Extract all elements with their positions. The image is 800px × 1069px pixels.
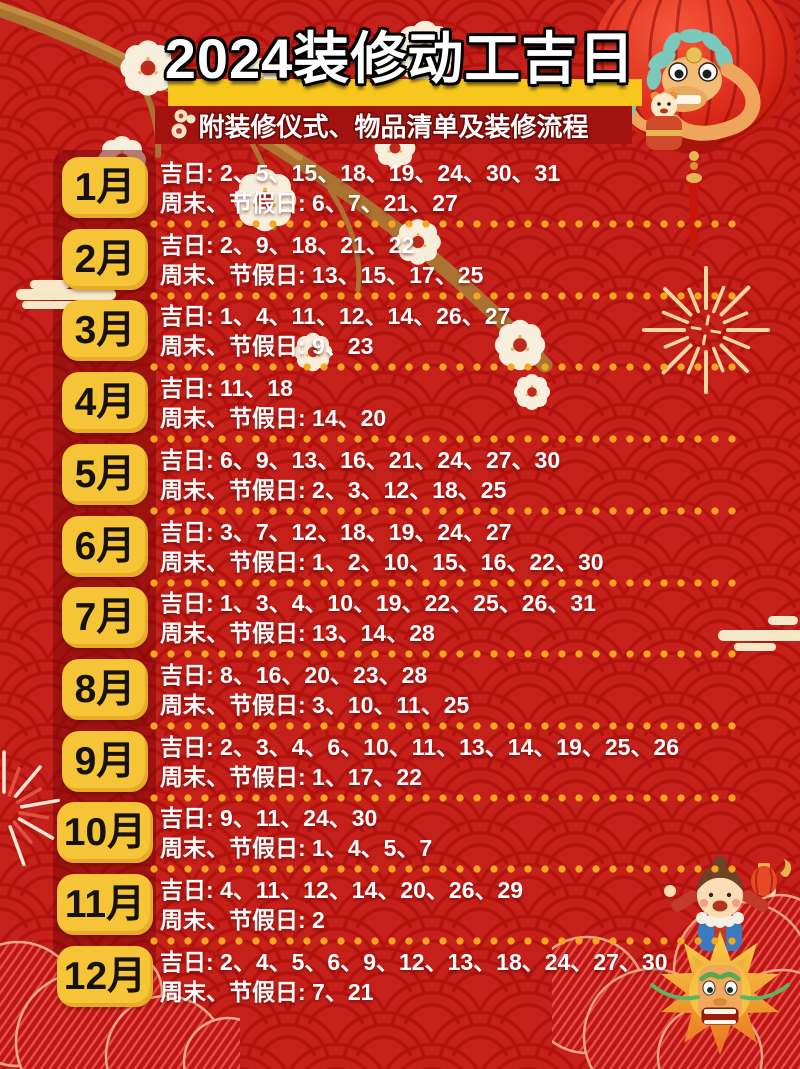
month-row: 3月 吉日: 1、4、11、12、14、26、27 周末、节假日: 9、23: [0, 300, 800, 364]
month-badge: 6月: [62, 516, 148, 577]
month-label: 3月: [74, 309, 136, 352]
month-lines: 吉日: 3、7、12、18、19、24、27 周末、节假日: 1、2、10、15…: [160, 517, 750, 577]
weekend-days-line: 周末、节假日: 13、14、28: [160, 620, 435, 646]
lucky-days-line: 吉日: 2、5、15、18、19、24、30、31: [160, 160, 561, 186]
month-lines: 吉日: 1、3、4、10、19、22、25、26、31 周末、节假日: 13、1…: [160, 588, 750, 648]
month-lines: 吉日: 11、18 周末、节假日: 14、20: [160, 373, 750, 433]
month-badge: 2月: [62, 229, 148, 290]
lucky-days-line: 吉日: 11、18: [160, 375, 293, 401]
month-row: 12月 吉日: 2、4、5、6、9、12、13、18、24、27、30 周末、节…: [0, 946, 800, 1010]
month-badge: 9月: [62, 731, 148, 792]
month-lines: 吉日: 2、9、18、21、22 周末、节假日: 13、15、17、25: [160, 230, 750, 290]
month-badge: 4月: [62, 372, 148, 433]
weekend-days-line: 周末、节假日: 2、3、12、18、25: [160, 477, 507, 503]
month-badge: 8月: [62, 659, 148, 720]
month-label: 12月: [63, 955, 147, 998]
weekend-days-line: 周末、节假日: 6、7、21、27: [160, 190, 458, 216]
lucky-days-line: 吉日: 4、11、12、14、20、26、29: [160, 877, 524, 903]
month-label: 8月: [74, 668, 136, 711]
dotted-separator: [150, 292, 742, 300]
dotted-separator: [150, 650, 742, 658]
lucky-days-line: 吉日: 3、7、12、18、19、24、27: [160, 519, 512, 545]
dotted-separator: [150, 363, 742, 371]
month-label: 5月: [74, 453, 136, 496]
dotted-separator: [150, 579, 742, 587]
month-label: 9月: [74, 740, 136, 783]
month-row: 11月 吉日: 4、11、12、14、20、26、29 周末、节假日: 2: [0, 874, 800, 938]
title-banner: [168, 79, 642, 106]
month-badge: 11月: [57, 874, 153, 935]
month-label: 2月: [74, 238, 136, 281]
dotted-separator: [150, 220, 742, 228]
dotted-separator: [150, 865, 742, 873]
month-label: 7月: [74, 596, 136, 639]
weekend-days-line: 周末、节假日: 1、4、5、7: [160, 835, 433, 861]
lucky-days-line: 吉日: 9、11、24、30: [160, 805, 378, 831]
month-label: 1月: [74, 166, 136, 209]
month-lines: 吉日: 2、3、4、6、10、11、13、14、19、25、26 周末、节假日:…: [160, 732, 750, 792]
month-badge: 1月: [62, 157, 148, 218]
month-lines: 吉日: 9、11、24、30 周末、节假日: 1、4、5、7: [160, 803, 750, 863]
lucky-days-line: 吉日: 2、4、5、6、9、12、13、18、24、27、30: [160, 949, 668, 975]
month-lines: 吉日: 6、9、13、16、21、24、27、30 周末、节假日: 2、3、12…: [160, 445, 750, 505]
month-label: 10月: [63, 811, 147, 854]
weekend-days-line: 周末、节假日: 3、10、11、25: [160, 692, 470, 718]
month-badge: 10月: [57, 802, 153, 863]
month-row: 9月 吉日: 2、3、4、6、10、11、13、14、19、25、26 周末、节…: [0, 731, 800, 795]
dotted-separator: [150, 507, 742, 515]
month-lines: 吉日: 2、5、15、18、19、24、30、31 周末、节假日: 6、7、21…: [160, 158, 750, 218]
month-badge: 12月: [57, 946, 153, 1007]
month-row: 4月 吉日: 11、18 周末、节假日: 14、20: [0, 372, 800, 436]
poster-subtitle: 附装修仪式、物品清单及装修流程: [198, 111, 589, 142]
month-row: 1月 吉日: 2、5、15、18、19、24、30、31 周末、节假日: 6、7…: [0, 157, 800, 221]
tiger-cub-icon: [646, 91, 682, 150]
month-lines: 吉日: 2、4、5、6、9、12、13、18、24、27、30 周末、节假日: …: [160, 947, 750, 1007]
poster-title: 2024装修动工吉日: [164, 27, 636, 90]
weekend-days-line: 周末、节假日: 13、15、17、25: [160, 262, 484, 288]
lucky-days-line: 吉日: 1、4、11、12、14、26、27: [160, 303, 511, 329]
month-row: 10月 吉日: 9、11、24、30 周末、节假日: 1、4、5、7: [0, 802, 800, 866]
dotted-separator: [150, 794, 742, 802]
weekend-days-line: 周末、节假日: 1、17、22: [160, 764, 423, 790]
weekend-days-line: 周末、节假日: 14、20: [160, 405, 387, 431]
dotted-separator: [150, 435, 742, 443]
lucky-days-line: 吉日: 2、9、18、21、22: [160, 232, 415, 258]
month-row: 8月 吉日: 8、16、20、23、28 周末、节假日: 3、10、11、25: [0, 659, 800, 723]
month-label: 11月: [64, 883, 146, 926]
month-row: 6月 吉日: 3、7、12、18、19、24、27 周末、节假日: 1、2、10…: [0, 516, 800, 580]
small-blossom-icon: [171, 109, 196, 139]
month-badge: 5月: [62, 444, 148, 505]
weekend-days-line: 周末、节假日: 7、21: [160, 979, 374, 1005]
month-row: 5月 吉日: 6、9、13、16、21、24、27、30 周末、节假日: 2、3…: [0, 444, 800, 508]
lucky-days-line: 吉日: 1、3、4、10、19、22、25、26、31: [160, 590, 596, 616]
month-row: 2月 吉日: 2、9、18、21、22 周末、节假日: 13、15、17、25: [0, 229, 800, 293]
weekend-days-line: 周末、节假日: 9、23: [160, 333, 374, 359]
month-lines: 吉日: 4、11、12、14、20、26、29 周末、节假日: 2: [160, 875, 750, 935]
month-label: 6月: [74, 525, 136, 568]
month-lines: 吉日: 8、16、20、23、28 周末、节假日: 3、10、11、25: [160, 660, 750, 720]
month-lines: 吉日: 1、4、11、12、14、26、27 周末、节假日: 9、23: [160, 301, 750, 361]
month-badge: 3月: [62, 300, 148, 361]
dotted-separator: [150, 937, 742, 945]
weekend-days-line: 周末、节假日: 2: [160, 907, 325, 933]
lucky-days-line: 吉日: 6、9、13、16、21、24、27、30: [160, 447, 561, 473]
month-label: 4月: [74, 381, 136, 424]
weekend-days-line: 周末、节假日: 1、2、10、15、16、22、30: [160, 549, 604, 575]
lucky-days-line: 吉日: 2、3、4、6、10、11、13、14、19、25、26: [160, 734, 680, 760]
lucky-days-line: 吉日: 8、16、20、23、28: [160, 662, 428, 688]
month-badge: 7月: [62, 587, 148, 648]
month-row: 7月 吉日: 1、3、4、10、19、22、25、26、31 周末、节假日: 1…: [0, 587, 800, 651]
subtitle-banner: 附装修仪式、物品清单及装修流程: [155, 106, 632, 144]
dotted-separator: [150, 722, 742, 730]
